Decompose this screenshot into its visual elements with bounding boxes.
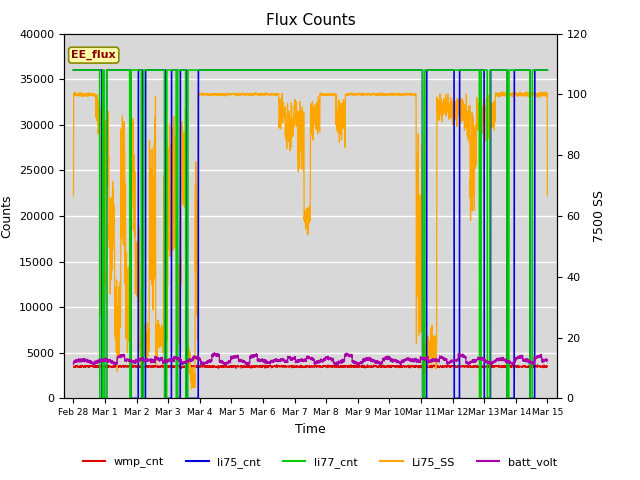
Legend: wmp_cnt, li75_cnt, li77_cnt, Li75_SS, batt_volt: wmp_cnt, li75_cnt, li77_cnt, Li75_SS, ba… [78,452,562,472]
Text: EE_flux: EE_flux [72,50,116,60]
Title: Flux Counts: Flux Counts [266,13,355,28]
Y-axis label: 7500 SS: 7500 SS [593,190,606,242]
X-axis label: Time: Time [295,423,326,436]
Y-axis label: Counts: Counts [1,194,13,238]
